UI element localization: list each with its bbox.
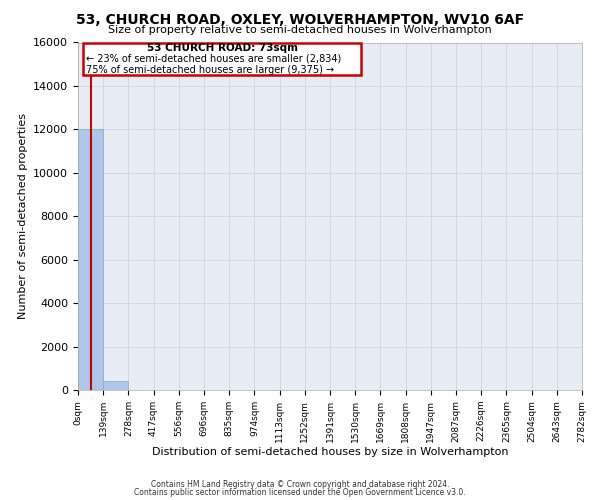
X-axis label: Distribution of semi-detached houses by size in Wolverhampton: Distribution of semi-detached houses by … bbox=[152, 448, 508, 458]
Text: 53 CHURCH ROAD: 73sqm: 53 CHURCH ROAD: 73sqm bbox=[146, 43, 298, 53]
Text: Contains public sector information licensed under the Open Government Licence v3: Contains public sector information licen… bbox=[134, 488, 466, 497]
Y-axis label: Number of semi-detached properties: Number of semi-detached properties bbox=[17, 114, 28, 320]
Text: Size of property relative to semi-detached houses in Wolverhampton: Size of property relative to semi-detach… bbox=[108, 25, 492, 35]
Text: Contains HM Land Registry data © Crown copyright and database right 2024.: Contains HM Land Registry data © Crown c… bbox=[151, 480, 449, 489]
Text: 53, CHURCH ROAD, OXLEY, WOLVERHAMPTON, WV10 6AF: 53, CHURCH ROAD, OXLEY, WOLVERHAMPTON, W… bbox=[76, 12, 524, 26]
Text: 75% of semi-detached houses are larger (9,375) →: 75% of semi-detached houses are larger (… bbox=[86, 64, 334, 74]
Bar bbox=[83, 42, 361, 75]
Bar bbox=[78, 129, 103, 390]
Text: ← 23% of semi-detached houses are smaller (2,834): ← 23% of semi-detached houses are smalle… bbox=[86, 54, 341, 64]
Bar bbox=[103, 381, 128, 390]
